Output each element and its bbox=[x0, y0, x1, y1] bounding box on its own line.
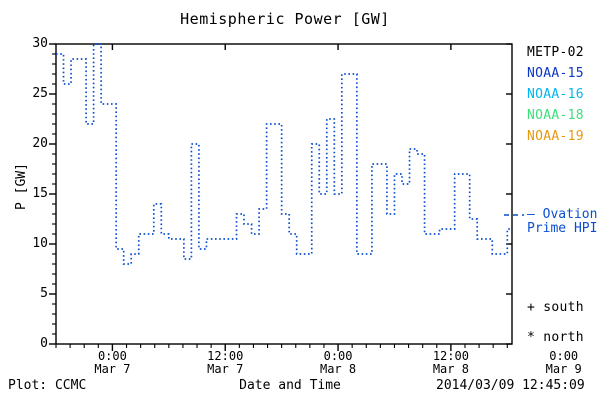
legend-item-metp-02: METP-02 bbox=[527, 45, 584, 60]
legend-marker-north: * north bbox=[527, 330, 584, 345]
legend-item-noaa-18: NOAA-18 bbox=[527, 108, 584, 123]
y-tick-label: 15 bbox=[32, 186, 48, 201]
legend-ovation-line1: — Ovation bbox=[527, 207, 598, 222]
x-tick-label: 12:00 Mar 8 bbox=[411, 350, 491, 376]
data-series-ovation-prime-hpi bbox=[56, 43, 512, 265]
y-tick-label: 10 bbox=[32, 236, 48, 251]
legend-item-noaa-15: NOAA-15 bbox=[527, 66, 584, 81]
x-tick-date: Mar 9 bbox=[545, 362, 582, 376]
x-tick-date: Mar 7 bbox=[207, 362, 244, 376]
legend-item-noaa-16: NOAA-16 bbox=[527, 87, 584, 102]
legend-ovation-line2: Prime HPI bbox=[527, 221, 598, 236]
x-tick-time: 0:00 bbox=[549, 349, 579, 363]
x-axis-title: Date and Time bbox=[239, 378, 341, 393]
legend-ovation-prime: — Ovation Prime HPI bbox=[527, 208, 597, 236]
x-tick-label: 12:00 Mar 7 bbox=[185, 350, 265, 376]
x-tick-date: Mar 8 bbox=[432, 362, 469, 376]
x-tick-time: 0:00 bbox=[97, 349, 127, 363]
x-tick-label: 0:00 Mar 7 bbox=[72, 350, 152, 376]
x-tick-label: 0:00 Mar 8 bbox=[298, 350, 378, 376]
y-tick-label: 25 bbox=[32, 86, 48, 101]
x-tick-time: 12:00 bbox=[432, 349, 469, 363]
plot-timestamp: 2014/03/09 12:45:09 bbox=[436, 378, 585, 393]
x-tick-date: Mar 8 bbox=[319, 362, 357, 376]
legend-marker-south: + south bbox=[527, 300, 584, 315]
y-tick-label: 20 bbox=[32, 136, 48, 151]
x-tick-time: 0:00 bbox=[323, 349, 353, 363]
y-tick-label: 5 bbox=[40, 286, 48, 301]
x-tick-time: 12:00 bbox=[207, 349, 244, 363]
legend-item-noaa-19: NOAA-19 bbox=[527, 129, 584, 144]
x-tick-date: Mar 7 bbox=[94, 362, 131, 376]
plot-source-label: Plot: CCMC bbox=[8, 378, 87, 393]
y-tick-label: 0 bbox=[40, 336, 48, 351]
x-tick-label: 0:00 Mar 9 bbox=[524, 350, 600, 376]
y-tick-label: 30 bbox=[32, 36, 48, 51]
page-title: Hemispheric Power [GW] bbox=[180, 10, 390, 28]
